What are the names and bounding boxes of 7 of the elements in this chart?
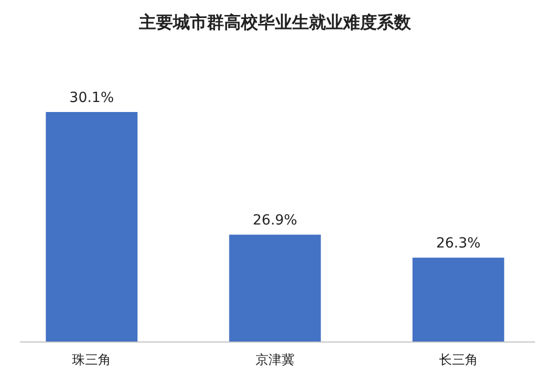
data-label: 26.9% [252, 212, 298, 229]
x-tick-label: 长三角 [438, 353, 478, 368]
x-tick-label: 珠三角 [72, 353, 112, 368]
x-tick-label: 京津冀 [256, 353, 294, 368]
chart-title: 主要城市群高校毕业生就业难度系数 [138, 13, 412, 33]
data-label: 30.1% [69, 90, 114, 106]
data-label: 26.3% [436, 236, 481, 252]
